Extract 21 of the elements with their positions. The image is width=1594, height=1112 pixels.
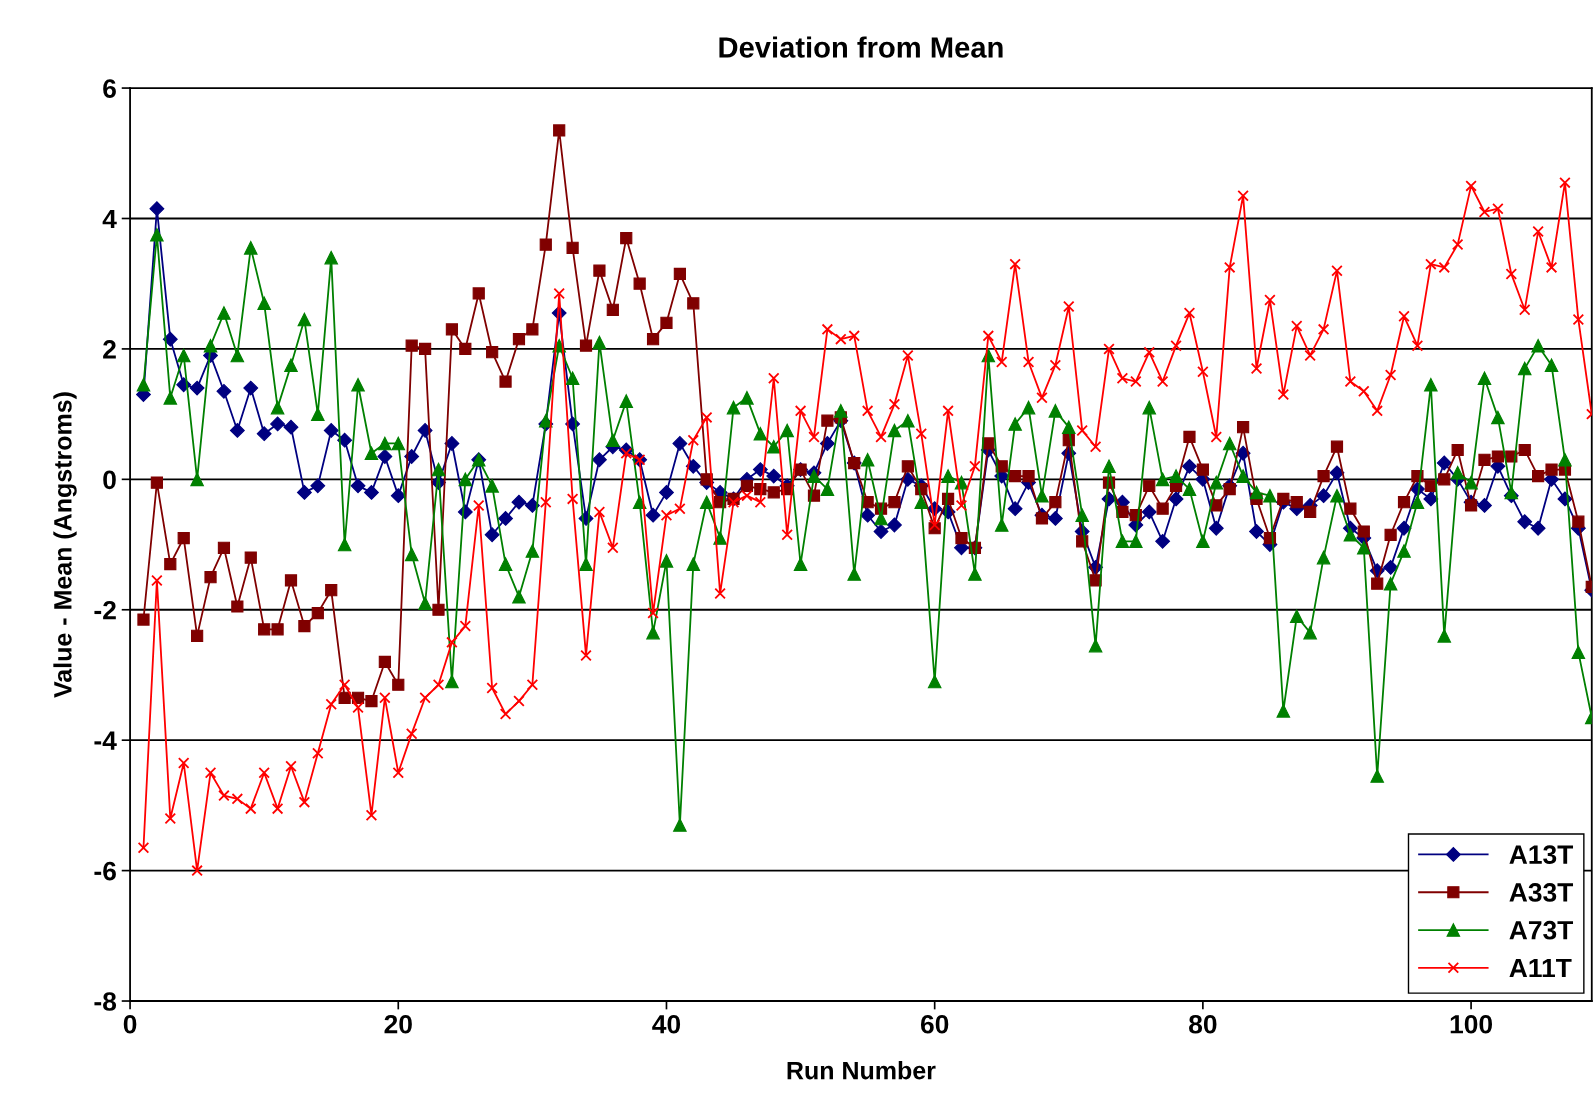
x-tick-label: 20 xyxy=(384,1014,412,1034)
y-tick-label: -8 xyxy=(94,992,117,1011)
y-tick-label: -6 xyxy=(94,861,116,881)
x-tick-label: 0 xyxy=(123,1014,137,1034)
y-tick-label: 2 xyxy=(103,340,116,359)
x-tick-label: 40 xyxy=(652,1014,681,1034)
legend-label: A33T xyxy=(1509,883,1574,902)
x-axis-title: Run Number xyxy=(787,1061,936,1080)
legend-label: A13T xyxy=(1509,845,1574,864)
y-tick-label: 6 xyxy=(103,79,116,98)
y-tick-label: -4 xyxy=(94,731,117,750)
legend-label: A73T xyxy=(1509,920,1574,940)
x-tick-label: 100 xyxy=(1450,1014,1493,1034)
y-tick-label: 0 xyxy=(103,470,116,490)
y-axis-title: Value - Mean (Angstroms) xyxy=(53,392,77,698)
chart-title: Deviation from Mean xyxy=(719,36,1003,58)
y-tick-label: -2 xyxy=(94,600,116,620)
x-tick-label: 60 xyxy=(920,1014,949,1034)
y-tick-label: 4 xyxy=(102,209,117,229)
legend-label: A11T xyxy=(1509,958,1572,978)
x-tick-label: 80 xyxy=(1189,1014,1217,1034)
